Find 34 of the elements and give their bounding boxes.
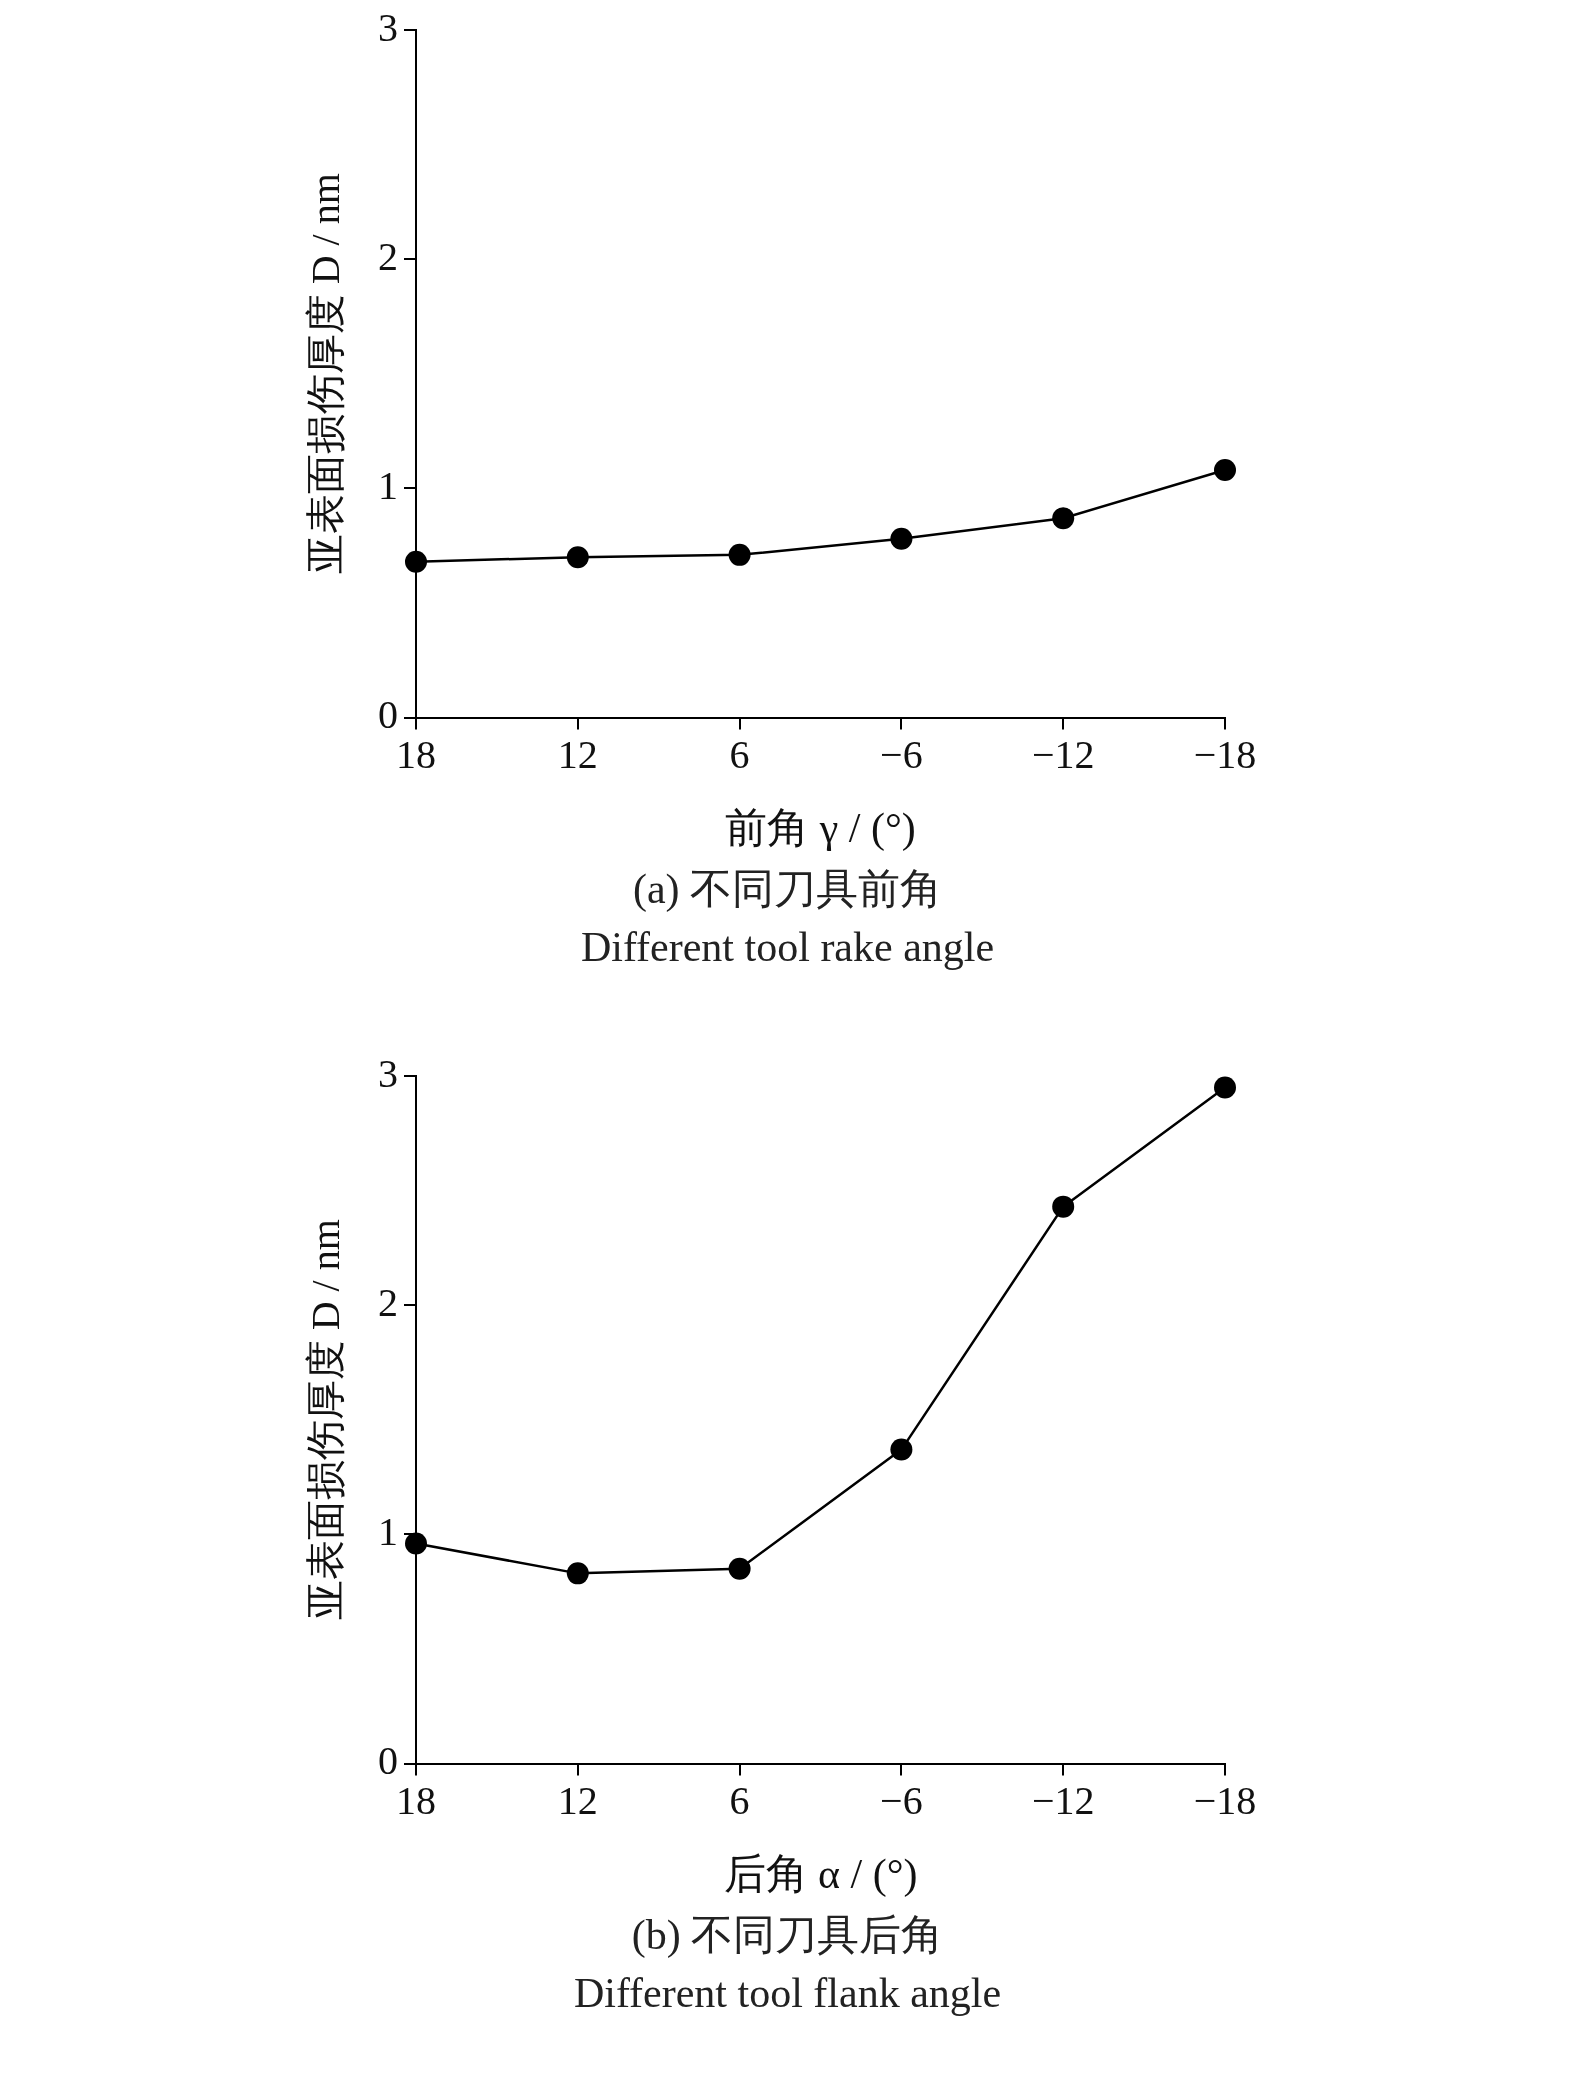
x-tick-label: −12 [1031,1778,1095,1824]
x-tick-label: 12 [557,1778,598,1824]
y-tick-label: 0 [378,692,398,738]
y-tick-label: 1 [378,1508,398,1554]
x-tick-label: −6 [880,732,923,778]
y-axis-title: 亚表面损伤厚度 D / nm [302,173,348,575]
point [405,1532,427,1555]
text: (a) 不同刀具前角 [631,865,944,914]
x-tick-label: −12 [1031,732,1095,778]
x-tick-label: −6 [880,1778,923,1824]
x-tick-label: 18 [396,1778,436,1824]
y-axis-title: 亚表面损伤厚度 D / nm [302,1219,348,1621]
x-tick-label: −18 [1193,732,1257,778]
x-axis-title: 前角 γ / (°) [725,804,916,852]
x-axis-title: 后角 α / (°) [723,1850,918,1898]
x-tick-label: −18 [1193,1778,1257,1824]
point [728,1557,751,1580]
y-tick-label: 2 [378,1279,398,1325]
x-tick-label: 12 [557,732,598,778]
x-tick-label: 6 [729,1778,750,1824]
point [566,1562,589,1585]
text: Different tool flank angle [572,1969,1003,2018]
x-tick-label: 18 [396,732,436,778]
y-tick-label: 3 [378,4,398,50]
text: (b) 不同刀具后角 [630,1911,945,1960]
point [890,1438,913,1461]
y-tick-label: 0 [378,1738,398,1784]
text: Different tool rake angle [579,923,996,972]
point [1214,1076,1236,1099]
y-tick-label: 3 [378,1050,398,1096]
x-tick-label: 6 [729,732,750,778]
point [1052,1195,1075,1218]
y-tick-label: 2 [378,233,398,279]
y-tick-label: 1 [378,462,398,508]
